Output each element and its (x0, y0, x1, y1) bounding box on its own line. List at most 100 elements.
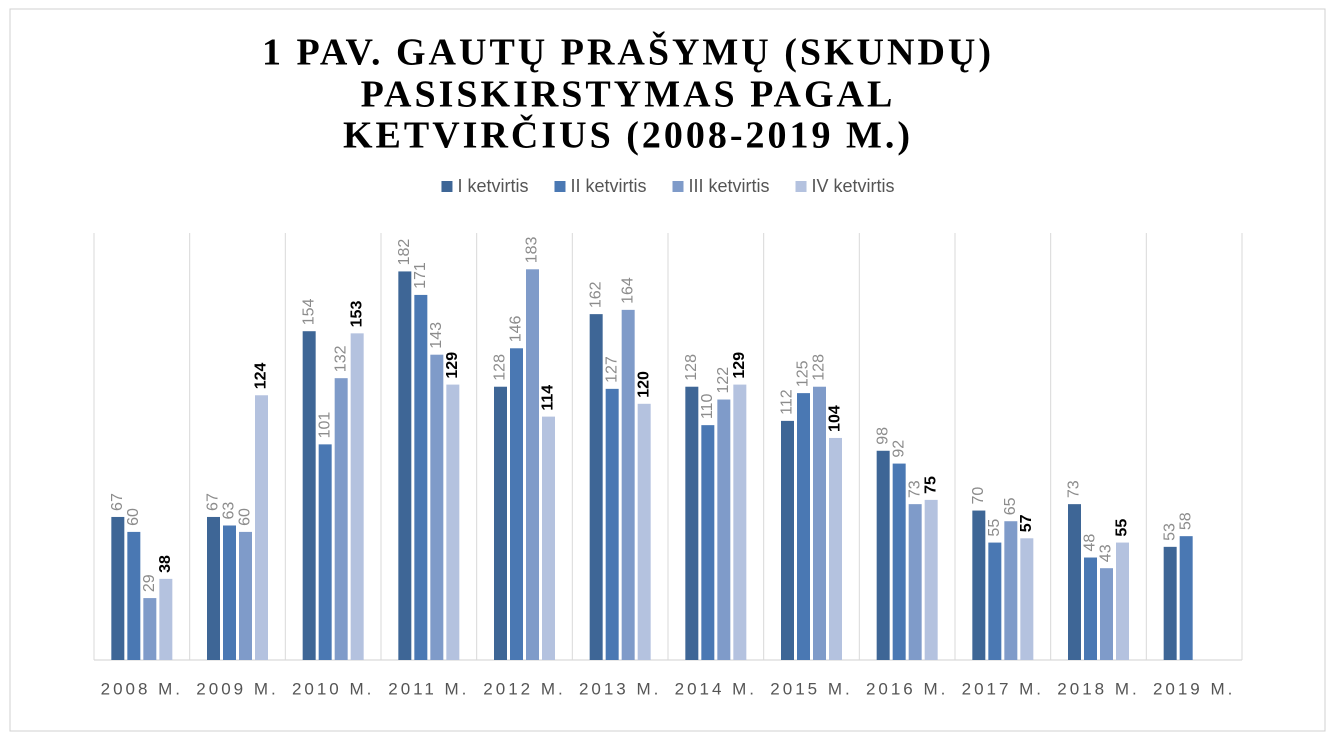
bar (414, 294, 428, 660)
bar (159, 578, 173, 660)
bar (589, 314, 603, 660)
data-label: 154 (300, 298, 317, 325)
legend-swatch (795, 181, 807, 192)
data-label: 73 (1066, 480, 1083, 498)
bar (605, 388, 619, 660)
legend-swatch (554, 181, 566, 192)
data-label: 57 (1018, 514, 1035, 532)
data-label: 110 (699, 394, 716, 420)
data-label: 124 (253, 362, 270, 389)
x-tick-label: 2013 M. (579, 679, 661, 698)
bar (318, 444, 332, 660)
data-label: 164 (619, 277, 636, 304)
bar (430, 354, 444, 660)
bar (1068, 504, 1081, 660)
bar (1004, 521, 1018, 660)
bar (701, 425, 715, 660)
x-tick-label: 2014 M. (675, 679, 757, 698)
data-label: 143 (428, 322, 445, 349)
bar (223, 525, 236, 660)
data-label: 67 (205, 493, 222, 511)
data-label: 70 (970, 487, 987, 505)
bar (813, 386, 826, 660)
x-tick-label: 2016 M. (866, 679, 948, 698)
data-label: 55 (1114, 519, 1131, 537)
data-label: 114 (540, 385, 557, 411)
data-label: 162 (587, 281, 604, 308)
data-label: 171 (412, 262, 429, 289)
bar (797, 393, 810, 660)
x-tick-label: 2019 M. (1153, 679, 1235, 698)
bar (143, 598, 157, 660)
bar (494, 386, 507, 660)
data-label: 60 (237, 508, 254, 526)
data-label: 104 (827, 405, 844, 432)
data-label: 75 (922, 476, 939, 494)
data-label: 146 (508, 315, 525, 342)
bar (350, 333, 364, 660)
chart-title: KETVIRČIUS (2008-2019 M.) (343, 114, 913, 157)
x-tick-label: 2010 M. (292, 679, 374, 698)
data-label: 98 (874, 427, 891, 445)
data-label: 128 (683, 354, 700, 381)
legend-label: II ketvirtis (570, 176, 646, 196)
bar (1179, 536, 1193, 660)
data-label: 153 (348, 301, 365, 328)
bar (685, 386, 699, 660)
data-label: 182 (396, 239, 413, 266)
bar (733, 384, 747, 660)
bar (781, 420, 794, 660)
bar (526, 269, 539, 660)
data-label: 38 (157, 555, 174, 573)
x-tick-label: 2015 M. (770, 679, 852, 698)
bar (972, 510, 986, 660)
bar (1084, 557, 1097, 660)
bar (127, 531, 141, 660)
legend-label: IV ketvirtis (812, 176, 895, 196)
bar (255, 395, 268, 660)
data-label: 43 (1098, 544, 1115, 562)
data-label: 112 (779, 389, 796, 415)
data-label: 48 (1082, 534, 1099, 552)
bar (542, 416, 555, 660)
data-label: 55 (986, 519, 1003, 537)
x-tick-label: 2018 M. (1057, 679, 1139, 698)
data-label: 67 (109, 493, 126, 511)
data-label: 120 (635, 371, 652, 398)
bar (988, 542, 1002, 660)
bar (924, 499, 938, 660)
x-tick-label: 2008 M. (101, 679, 183, 698)
bar (829, 437, 842, 660)
x-tick-label: 2011 M. (388, 679, 469, 698)
bar (717, 399, 731, 660)
x-tick-label: 2012 M. (483, 679, 565, 698)
data-label: 101 (316, 412, 333, 439)
legend-swatch (672, 181, 684, 192)
data-label: 127 (603, 356, 620, 383)
legend-label: I ketvirtis (457, 176, 528, 196)
data-label: 128 (492, 354, 509, 381)
bar (207, 516, 220, 660)
bar (239, 531, 252, 660)
bar (111, 516, 125, 660)
bar (510, 348, 523, 660)
x-tick-label: 2009 M. (196, 679, 278, 698)
data-label: 29 (141, 574, 158, 592)
bar (621, 309, 635, 660)
data-label: 129 (444, 352, 461, 379)
bar (302, 331, 316, 660)
bar (1163, 546, 1177, 660)
bar (637, 403, 651, 660)
data-label: 63 (221, 502, 238, 520)
data-label: 92 (890, 440, 907, 458)
data-label: 132 (332, 345, 349, 372)
bar (446, 384, 460, 660)
bar (892, 463, 906, 660)
legend-swatch (441, 181, 453, 192)
chart-title: PASISKIRSTYMAS PAGAL (361, 74, 896, 116)
data-label: 65 (1002, 497, 1019, 515)
bar (876, 450, 890, 660)
bar (398, 271, 412, 660)
data-label: 128 (811, 354, 828, 381)
